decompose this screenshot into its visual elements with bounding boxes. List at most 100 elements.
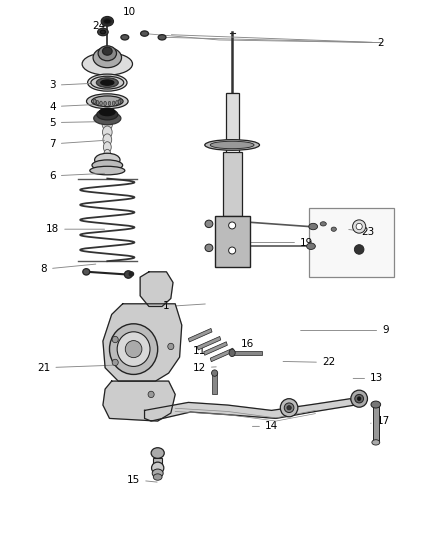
Text: 9: 9: [300, 326, 389, 335]
Ellipse shape: [153, 474, 162, 480]
Ellipse shape: [101, 17, 113, 26]
Ellipse shape: [104, 101, 106, 106]
Ellipse shape: [320, 222, 326, 226]
Ellipse shape: [229, 222, 236, 229]
Ellipse shape: [102, 126, 112, 139]
Text: 4: 4: [49, 102, 105, 111]
Ellipse shape: [96, 101, 99, 105]
Polygon shape: [103, 304, 182, 381]
Ellipse shape: [125, 341, 142, 358]
Ellipse shape: [100, 30, 106, 34]
Ellipse shape: [229, 349, 235, 357]
Ellipse shape: [205, 140, 259, 150]
Text: 12: 12: [193, 363, 216, 373]
Text: 14: 14: [252, 422, 278, 431]
Ellipse shape: [280, 399, 298, 417]
Ellipse shape: [102, 47, 112, 55]
Ellipse shape: [212, 370, 218, 376]
Ellipse shape: [119, 99, 121, 103]
Ellipse shape: [82, 53, 132, 75]
Ellipse shape: [93, 99, 96, 103]
Polygon shape: [103, 381, 175, 421]
Ellipse shape: [100, 101, 102, 106]
Ellipse shape: [112, 101, 115, 106]
Ellipse shape: [108, 101, 111, 106]
Ellipse shape: [151, 448, 164, 458]
Ellipse shape: [102, 117, 113, 130]
Ellipse shape: [141, 31, 148, 36]
Ellipse shape: [152, 469, 163, 478]
Bar: [153, 458, 162, 468]
Text: 3: 3: [49, 80, 105, 90]
Text: 19: 19: [250, 238, 313, 247]
Ellipse shape: [116, 101, 118, 105]
Ellipse shape: [98, 28, 108, 36]
Text: 15: 15: [127, 475, 157, 484]
Ellipse shape: [96, 78, 118, 87]
Ellipse shape: [168, 343, 174, 350]
Ellipse shape: [205, 244, 213, 252]
Ellipse shape: [112, 336, 118, 343]
Ellipse shape: [98, 46, 117, 61]
Ellipse shape: [307, 243, 315, 249]
Text: 11: 11: [193, 346, 216, 356]
Ellipse shape: [158, 35, 166, 40]
Ellipse shape: [97, 109, 118, 120]
Bar: [309, 208, 394, 277]
Ellipse shape: [124, 271, 132, 278]
Ellipse shape: [93, 47, 122, 68]
Bar: [232, 351, 262, 355]
Ellipse shape: [95, 153, 120, 166]
Ellipse shape: [372, 440, 380, 445]
Ellipse shape: [110, 324, 158, 374]
Bar: [212, 373, 217, 394]
Text: 16: 16: [241, 339, 254, 349]
Bar: [188, 328, 212, 342]
Text: 22: 22: [283, 358, 335, 367]
Bar: [226, 93, 239, 144]
Ellipse shape: [103, 134, 112, 146]
Text: 5: 5: [49, 118, 105, 127]
Bar: [204, 342, 227, 356]
Ellipse shape: [112, 359, 118, 366]
Ellipse shape: [287, 406, 291, 410]
Ellipse shape: [91, 76, 124, 89]
Ellipse shape: [117, 332, 150, 367]
Ellipse shape: [88, 74, 127, 91]
Ellipse shape: [205, 220, 213, 228]
Ellipse shape: [90, 166, 125, 175]
Ellipse shape: [152, 462, 164, 474]
Bar: [197, 336, 221, 350]
Bar: [373, 405, 379, 442]
Ellipse shape: [357, 397, 361, 401]
Text: 23: 23: [349, 227, 374, 237]
Text: 8: 8: [40, 264, 96, 274]
Polygon shape: [140, 272, 173, 306]
Text: 18: 18: [46, 224, 105, 234]
Text: 21: 21: [37, 363, 113, 373]
Ellipse shape: [309, 223, 318, 230]
Text: 13: 13: [353, 374, 383, 383]
Ellipse shape: [284, 403, 294, 413]
Ellipse shape: [229, 247, 236, 254]
Ellipse shape: [103, 142, 111, 152]
Ellipse shape: [331, 227, 336, 231]
Text: 10: 10: [123, 7, 136, 17]
Ellipse shape: [351, 390, 367, 407]
Bar: [223, 152, 242, 216]
Ellipse shape: [148, 391, 154, 398]
Ellipse shape: [210, 141, 254, 149]
Ellipse shape: [99, 108, 115, 116]
Ellipse shape: [371, 401, 381, 408]
Text: 2: 2: [171, 35, 385, 47]
Polygon shape: [145, 399, 355, 421]
Ellipse shape: [86, 94, 128, 109]
Ellipse shape: [92, 160, 123, 171]
Text: 17: 17: [371, 416, 390, 426]
Ellipse shape: [121, 35, 129, 40]
Ellipse shape: [83, 269, 90, 275]
Ellipse shape: [355, 394, 364, 403]
Ellipse shape: [94, 112, 121, 125]
Ellipse shape: [118, 100, 120, 104]
Ellipse shape: [101, 80, 114, 85]
